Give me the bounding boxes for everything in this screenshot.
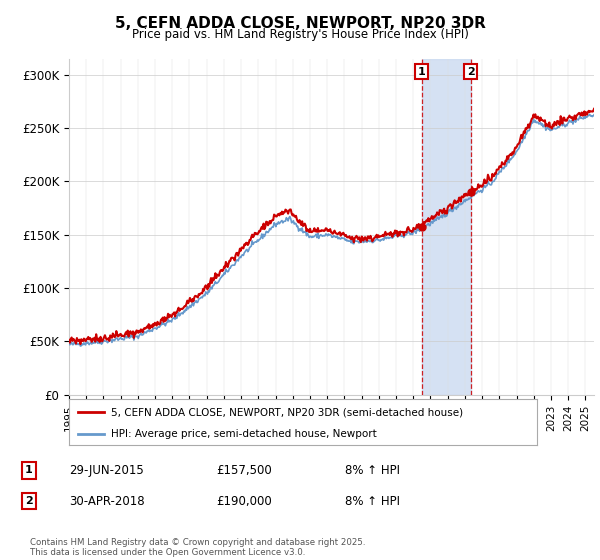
Text: 5, CEFN ADDA CLOSE, NEWPORT, NP20 3DR (semi-detached house): 5, CEFN ADDA CLOSE, NEWPORT, NP20 3DR (s… xyxy=(111,407,463,417)
Text: £157,500: £157,500 xyxy=(216,464,272,477)
Text: 5, CEFN ADDA CLOSE, NEWPORT, NP20 3DR: 5, CEFN ADDA CLOSE, NEWPORT, NP20 3DR xyxy=(115,16,485,31)
Text: Price paid vs. HM Land Registry's House Price Index (HPI): Price paid vs. HM Land Registry's House … xyxy=(131,28,469,41)
Text: 2: 2 xyxy=(467,67,475,77)
Text: 1: 1 xyxy=(418,67,425,77)
Text: 8% ↑ HPI: 8% ↑ HPI xyxy=(345,464,400,477)
Text: Contains HM Land Registry data © Crown copyright and database right 2025.
This d: Contains HM Land Registry data © Crown c… xyxy=(30,538,365,557)
Text: 2: 2 xyxy=(25,496,32,506)
Text: 1: 1 xyxy=(25,465,32,475)
Text: 8% ↑ HPI: 8% ↑ HPI xyxy=(345,494,400,508)
Text: 30-APR-2018: 30-APR-2018 xyxy=(69,494,145,508)
Text: HPI: Average price, semi-detached house, Newport: HPI: Average price, semi-detached house,… xyxy=(111,429,377,438)
Text: 29-JUN-2015: 29-JUN-2015 xyxy=(69,464,144,477)
Bar xyxy=(422,59,470,395)
Text: £190,000: £190,000 xyxy=(216,494,272,508)
